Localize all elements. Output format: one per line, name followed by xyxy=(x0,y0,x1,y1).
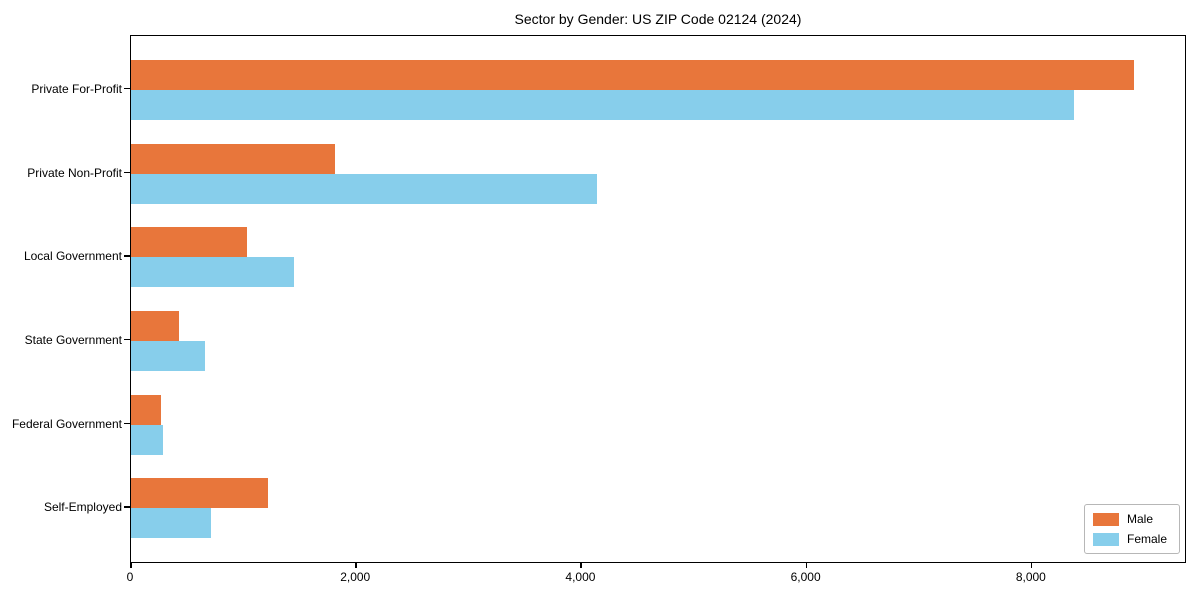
y-axis-tick xyxy=(124,506,130,508)
bar-female-1 xyxy=(131,173,598,204)
female-color-swatch xyxy=(1092,532,1119,546)
x-axis-tick-label: 6,000 xyxy=(790,570,821,584)
legend-label-female: Female xyxy=(1126,532,1167,546)
legend-item-female: Female xyxy=(1092,532,1167,546)
bar-male-3 xyxy=(131,310,180,341)
y-axis-label: Private Non-Profit xyxy=(27,165,122,180)
legend-item-male: Male xyxy=(1092,512,1167,526)
legend: Male Female xyxy=(1083,504,1180,554)
x-axis-tick xyxy=(805,563,808,568)
y-axis-tick xyxy=(124,87,130,90)
plot-area: Male Female xyxy=(130,35,1186,563)
y-axis-label: Self-Employed xyxy=(43,500,122,515)
y-axis-label: Local Government xyxy=(23,249,122,264)
x-axis-tick xyxy=(1030,563,1033,568)
bar-male-0 xyxy=(131,59,1135,90)
male-color-swatch xyxy=(1092,512,1119,526)
y-axis-tick xyxy=(124,338,130,341)
bar-female-5 xyxy=(131,508,211,539)
x-axis-tick-label: 0 xyxy=(126,570,134,584)
x-axis-tick-label: 8,000 xyxy=(1015,570,1046,584)
x-axis-tick-label: 4,000 xyxy=(565,570,596,584)
bar-male-5 xyxy=(131,478,269,509)
bar-male-1 xyxy=(131,143,335,174)
y-axis-label: Private For-Profit xyxy=(31,81,122,96)
x-axis-tick-label: 2,000 xyxy=(340,570,371,584)
bar-female-4 xyxy=(131,424,163,455)
chart-title: Sector by Gender: US ZIP Code 02124 (202… xyxy=(514,11,802,27)
y-axis-tick xyxy=(124,171,130,173)
bar-male-4 xyxy=(131,394,162,425)
x-axis-tick xyxy=(130,563,132,568)
bar-female-0 xyxy=(131,89,1074,120)
y-axis-label: Federal Government xyxy=(11,416,122,431)
bar-male-2 xyxy=(131,227,247,258)
legend-label-male: Male xyxy=(1126,512,1153,526)
x-axis-tick xyxy=(580,563,582,568)
y-axis-tick xyxy=(124,255,130,257)
x-axis-tick xyxy=(355,563,357,568)
y-axis-label: State Government xyxy=(24,332,122,347)
bar-female-3 xyxy=(131,340,206,371)
y-axis-tick xyxy=(124,422,130,424)
bar-female-2 xyxy=(131,257,295,288)
